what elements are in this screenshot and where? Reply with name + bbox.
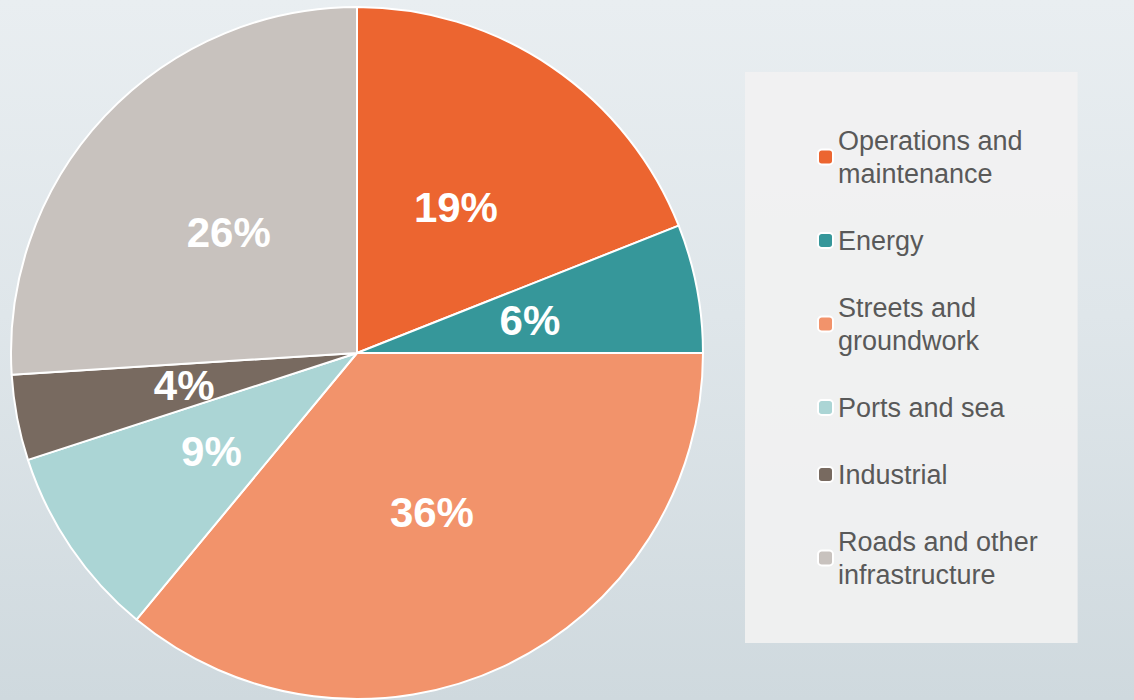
svg-text:26%: 26%: [187, 209, 271, 256]
svg-text:Ports and sea: Ports and sea: [838, 393, 1006, 423]
svg-text:4%: 4%: [154, 362, 215, 409]
svg-text:Energy: Energy: [838, 226, 924, 256]
svg-text:Industrial: Industrial: [838, 460, 948, 490]
svg-text:9%: 9%: [181, 428, 242, 475]
svg-text:maintenance: maintenance: [838, 159, 993, 189]
svg-text:Operations and: Operations and: [838, 126, 1023, 156]
svg-text:6%: 6%: [500, 297, 561, 344]
svg-text:Roads and other: Roads and other: [838, 527, 1038, 557]
svg-text:infrastructure: infrastructure: [838, 560, 996, 590]
svg-text:groundwork: groundwork: [838, 326, 980, 356]
svg-text:36%: 36%: [390, 489, 474, 536]
svg-text:19%: 19%: [414, 184, 498, 231]
svg-text:Streets and: Streets and: [838, 293, 976, 323]
